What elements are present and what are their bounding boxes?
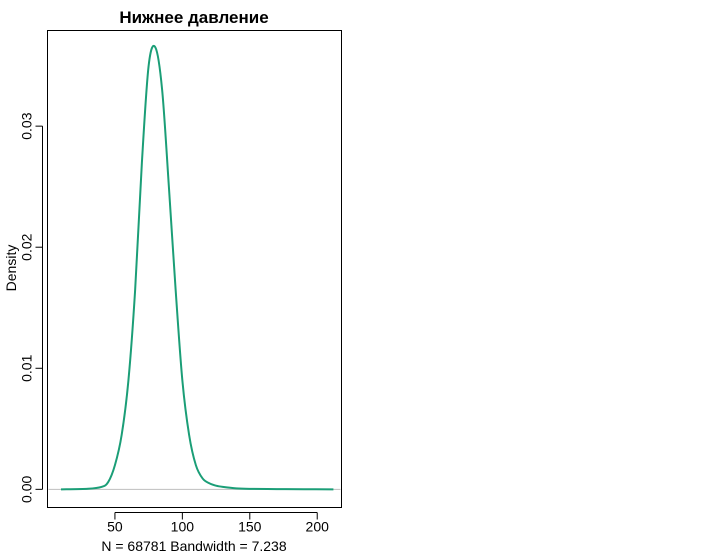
y-axis-label: Density xyxy=(3,245,19,292)
x-tick-label: 150 xyxy=(238,519,262,535)
x-axis-label: N = 68781 Bandwidth = 7.238 xyxy=(101,538,286,554)
density-curve xyxy=(60,44,334,491)
chart-title: Нижнее давление xyxy=(119,8,268,27)
y-tick-label: 0.03 xyxy=(19,112,35,139)
plot-frame xyxy=(47,30,342,508)
y-tick-label: 0.00 xyxy=(19,476,35,503)
y-tick-label: 0.01 xyxy=(19,354,35,381)
y-axis: 0.00 0.01 0.02 0.03 xyxy=(19,112,43,503)
x-tick-label: 100 xyxy=(171,519,195,535)
y-tick-label: 0.02 xyxy=(19,233,35,260)
x-axis: 50 100 150 200 xyxy=(107,512,330,535)
x-tick-label: 200 xyxy=(306,519,330,535)
x-tick-label: 50 xyxy=(107,519,123,535)
